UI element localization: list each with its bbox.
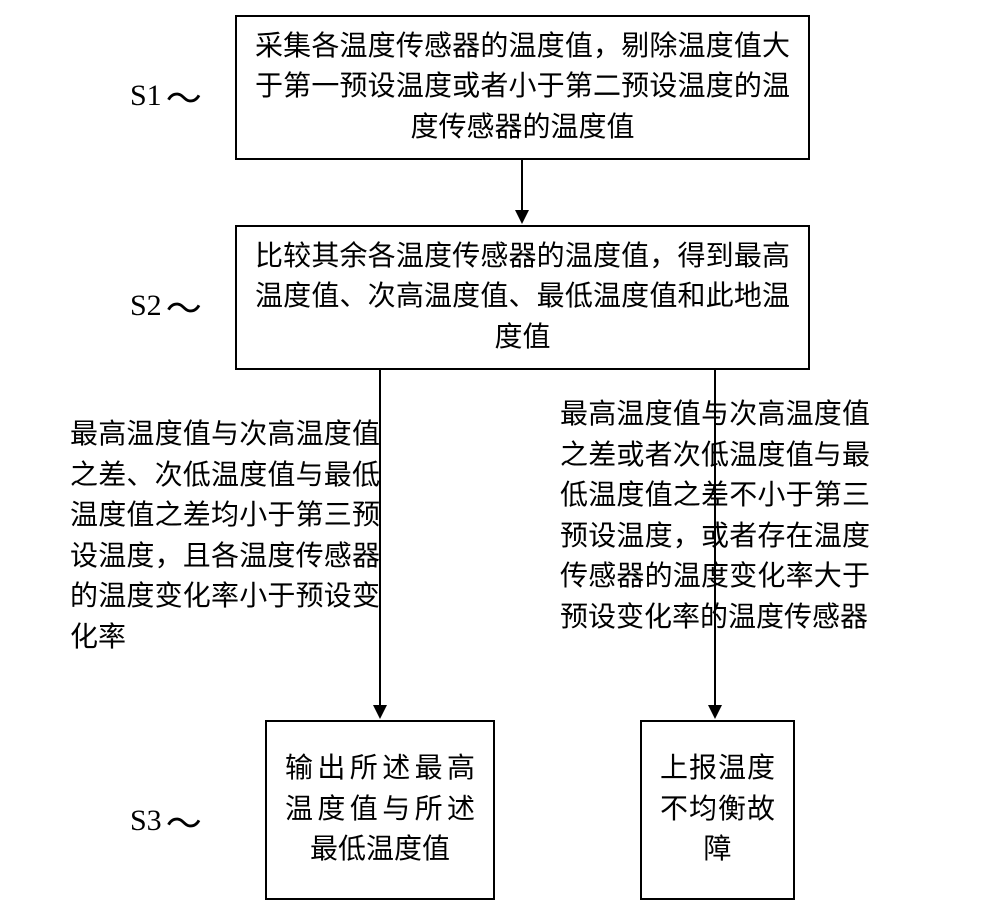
label-s3-text: S3 (130, 804, 162, 838)
label-s1-text: S1 (130, 79, 162, 113)
tilde-s3: 〜 (166, 795, 202, 847)
arrow-s1-s2-line (521, 160, 523, 210)
condition-right-text: 最高温度值与次高温度值之差或者次低温度值与最低温度值之差不小于第三预设温度，或者… (560, 395, 870, 639)
step-label-s3: S3 〜 (130, 795, 202, 847)
arrow-s2-s3left-head-icon (373, 705, 387, 719)
step-label-s2: S2 〜 (130, 280, 202, 332)
arrow-s2-s3right-head-icon (708, 705, 722, 719)
condition-left-text: 最高温度值与次高温度值之差、次低温度值与最低温度值之差均小于第三预设温度，且各温… (70, 415, 380, 659)
tilde-s1: 〜 (166, 70, 202, 122)
node-s3-right-text: 上报温度不均衡故障 (660, 749, 775, 871)
node-s1-text: 采集各温度传感器的温度值，剔除温度值大于第一预设温度或者小于第二预设温度的温度传… (255, 27, 790, 149)
flowchart-node-s2: 比较其余各温度传感器的温度值，得到最高温度值、次高温度值、最低温度值和此地温度值 (235, 225, 810, 370)
label-s2-text: S2 (130, 289, 162, 323)
step-label-s1: S1 〜 (130, 70, 202, 122)
tilde-s2: 〜 (166, 280, 202, 332)
node-s2-text: 比较其余各温度传感器的温度值，得到最高温度值、次高温度值、最低温度值和此地温度值 (255, 237, 790, 359)
flowchart-node-s1: 采集各温度传感器的温度值，剔除温度值大于第一预设温度或者小于第二预设温度的温度传… (235, 15, 810, 160)
flowchart-node-s3-right: 上报温度不均衡故障 (640, 720, 795, 900)
node-s3-left-text: 输出所述最高温度值与所述最低温度值 (285, 749, 475, 871)
arrow-s1-s2-head-icon (515, 210, 529, 224)
flowchart-container: S1 〜 S2 〜 S3 〜 采集各温度传感器的温度值，剔除温度值大于第一预设温… (0, 0, 1000, 918)
flowchart-node-s3-left: 输出所述最高温度值与所述最低温度值 (265, 720, 495, 900)
